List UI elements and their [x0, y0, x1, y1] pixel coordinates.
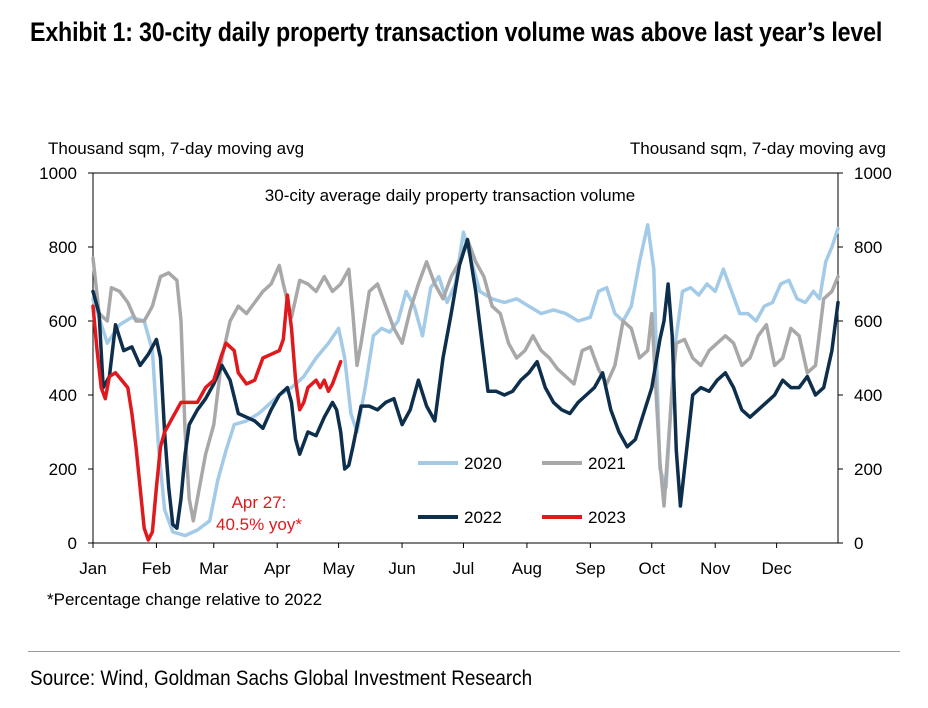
- x-tick-label: Jun: [388, 559, 415, 578]
- x-tick-label: Apr: [264, 559, 291, 578]
- x-tick-label: May: [323, 559, 356, 578]
- x-tick-label: Mar: [199, 559, 229, 578]
- series-line-2022: [91, 237, 840, 530]
- legend-label-2022: 2022: [464, 508, 502, 527]
- left-y-tick-label: 400: [49, 386, 77, 405]
- right-axis-unit-label: Thousand sqm, 7-day moving avg: [629, 139, 886, 158]
- plot-frame: [92, 172, 839, 544]
- right-y-tick-label: 1000: [854, 164, 892, 183]
- right-y-tick-label: 800: [854, 238, 882, 257]
- x-tick-label: Jul: [453, 559, 475, 578]
- axis-ticks: 0 0 200 200 400 400 600 600 800 800 1000 1000 Jan Feb…: [39, 164, 892, 578]
- right-y-tick-label: 400: [854, 386, 882, 405]
- annotation-line-2: 40.5% yoy*: [216, 515, 302, 534]
- legend-label-2021: 2021: [588, 454, 626, 473]
- x-tick-label: Jan: [79, 559, 106, 578]
- series-line-2023: [91, 293, 343, 542]
- x-tick-label: Sep: [575, 559, 605, 578]
- source-line: Source: Wind, Goldman Sachs Global Inves…: [30, 667, 533, 690]
- x-tick-label: Nov: [700, 559, 731, 578]
- legend: 2020 2021 2022 2023: [418, 454, 626, 527]
- chart-inner-title: 30-city average daily property transacti…: [265, 186, 635, 205]
- divider: [28, 651, 900, 652]
- left-y-tick-label: 1000: [39, 164, 77, 183]
- left-y-tick-label: 200: [49, 460, 77, 479]
- annotation-line-1: Apr 27:: [232, 493, 287, 512]
- series-lines: [91, 223, 840, 542]
- left-y-tick-label: 0: [68, 534, 77, 553]
- left-y-tick-label: 600: [49, 312, 77, 331]
- exhibit-title: Exhibit 1: 30-city daily property transa…: [30, 17, 883, 47]
- footnote: *Percentage change relative to 2022: [47, 590, 323, 609]
- right-y-tick-label: 200: [854, 460, 882, 479]
- x-tick-label: Oct: [639, 559, 666, 578]
- right-y-tick-label: 0: [854, 534, 863, 553]
- legend-label-2023: 2023: [588, 508, 626, 527]
- left-axis-unit-label: Thousand sqm, 7-day moving avg: [48, 139, 305, 158]
- x-tick-label: Dec: [761, 559, 792, 578]
- right-y-tick-label: 600: [854, 312, 882, 331]
- x-tick-label: Feb: [142, 559, 171, 578]
- series-line-2020: [91, 223, 840, 538]
- left-y-tick-label: 800: [49, 238, 77, 257]
- x-tick-label: Aug: [512, 559, 542, 578]
- legend-label-2020: 2020: [464, 454, 502, 473]
